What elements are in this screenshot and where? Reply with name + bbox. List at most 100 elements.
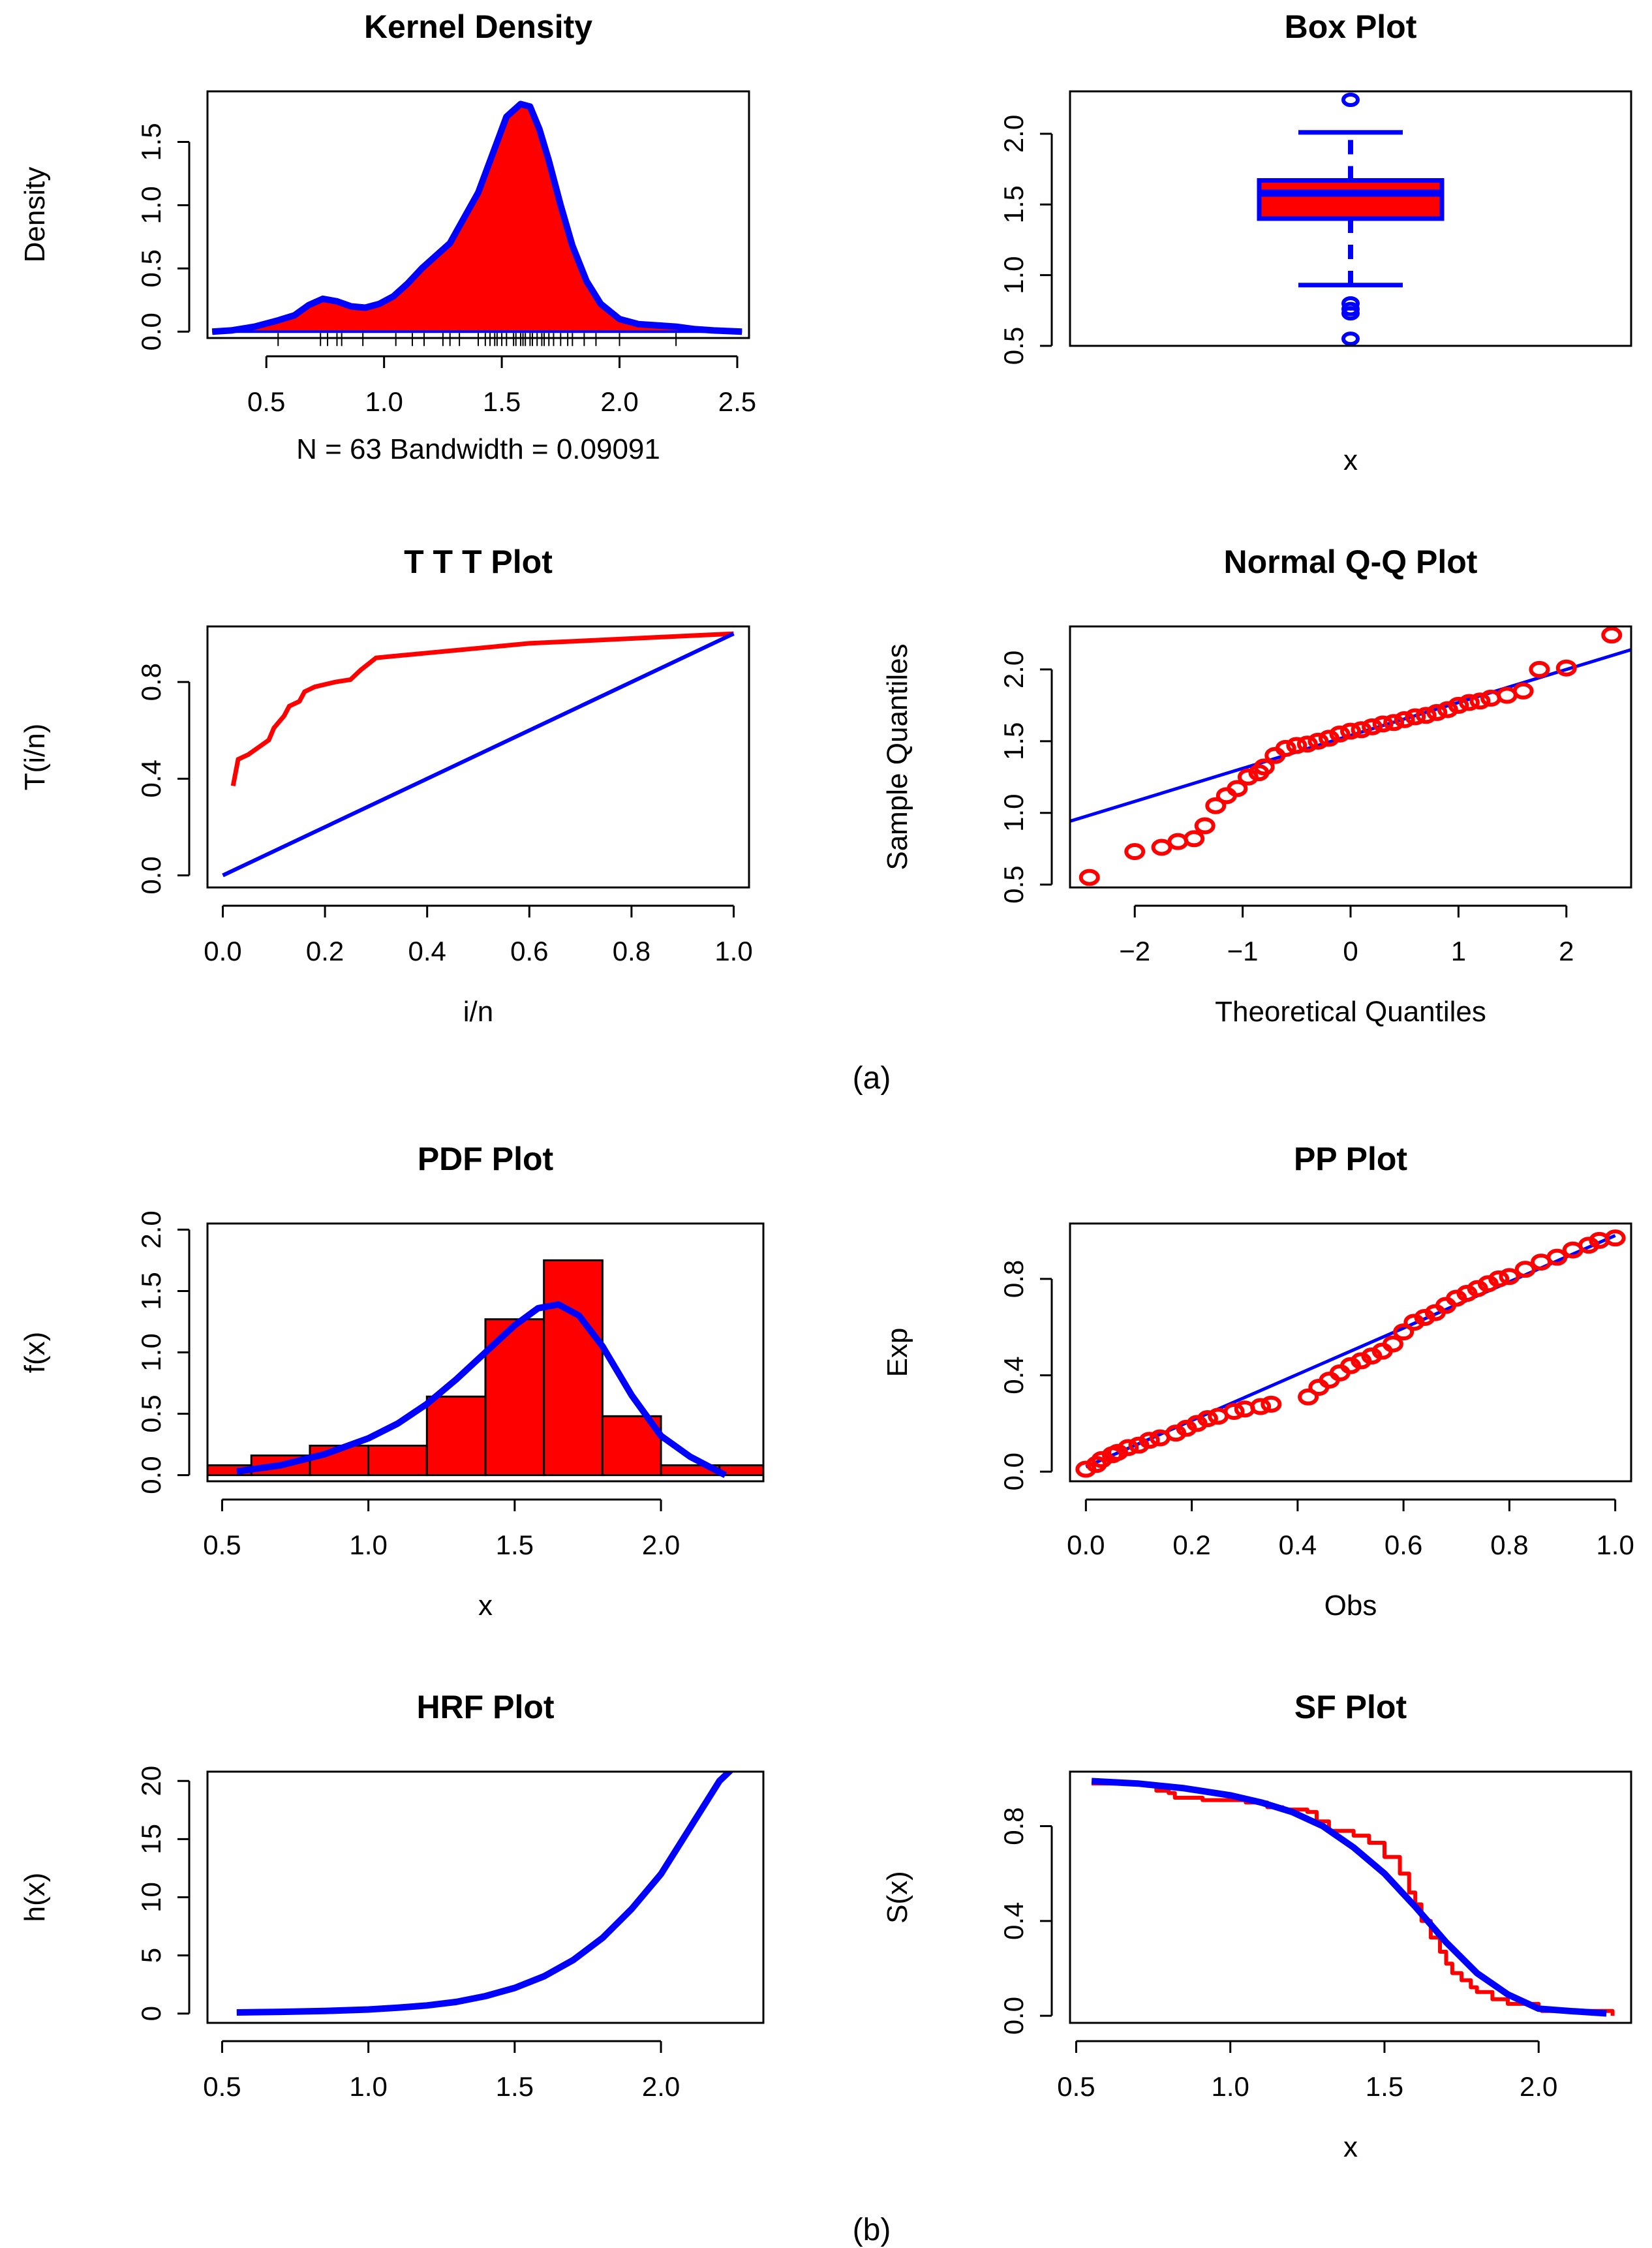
y-tick-label: 1.0 [136, 186, 166, 224]
x-axis-label: Theoretical Quantiles [1215, 996, 1486, 1028]
x-tick-label: 1 [1451, 936, 1466, 966]
y-tick-label: 0.4 [998, 1902, 1029, 1940]
qq-point [1296, 735, 1318, 753]
qq-point [1286, 737, 1308, 754]
empirical-survival-step [1092, 1781, 1615, 2016]
x-tick-label: 1.5 [483, 386, 521, 417]
qq-point [1253, 758, 1275, 776]
caption-b: (b) [853, 2213, 891, 2247]
qq-point [1124, 843, 1146, 861]
outlier-point [1341, 331, 1360, 346]
pp-point [1139, 1432, 1160, 1449]
y-tick-label: 0.5 [998, 327, 1029, 365]
x-tick-label: 0.2 [1172, 1530, 1210, 1560]
y-tick-label: 0.8 [136, 663, 166, 701]
chart-title: PDF Plot [418, 1141, 554, 1177]
pp-point [1223, 1402, 1245, 1420]
pp-point [1118, 1439, 1139, 1456]
qq-point [1458, 694, 1480, 711]
y-tick-label: 1.0 [136, 1333, 166, 1371]
qq-point [1184, 830, 1205, 848]
qq-point [1555, 659, 1577, 677]
qq-point [1340, 722, 1361, 740]
x-tick-label: 0.5 [203, 1530, 241, 1560]
box-iqr [1257, 178, 1445, 221]
chart-panel-box-plot: Box Plot 0.5 1.0 1.5 2.0 x [998, 8, 1632, 476]
y-tick-label: 0.4 [998, 1356, 1029, 1394]
x-axis-label: x [1343, 2131, 1358, 2163]
x-axis-label: x [478, 1590, 493, 1622]
pp-point [1488, 1270, 1510, 1287]
qq-point [1601, 626, 1623, 644]
x-tick-label: 0.5 [247, 386, 285, 417]
plot-frame [206, 90, 750, 339]
y-axis-label: Exp [881, 1328, 913, 1378]
y-tick-label: 0.0 [136, 856, 166, 894]
qq-point [1372, 715, 1394, 733]
plot-frame [1069, 90, 1632, 347]
pp-point [1604, 1229, 1626, 1247]
pp-point [1514, 1261, 1536, 1278]
pp-point [1499, 1268, 1520, 1286]
fitted-survival-curve [1091, 1778, 1607, 2017]
plot-frame [206, 625, 750, 889]
x-axis-label: x [1343, 444, 1358, 476]
caption-a: (a) [853, 1061, 891, 1096]
y-tick-label: 2.0 [998, 115, 1029, 153]
x-tick-label: 2.0 [642, 2071, 680, 2102]
chart-panel-pp-plot: PP Plot 0.0 0.4 0.8 Exp 0.0 0.2 0.4 0.6 0.8 1.0 Obs [881, 1141, 1634, 1622]
y-tick-label: 5 [136, 1948, 166, 1963]
x-tick-label: 0.0 [1067, 1530, 1105, 1560]
qq-point [1512, 682, 1534, 700]
y-tick-label: 1.5 [136, 123, 166, 161]
x-axis-label: i/n [463, 996, 493, 1028]
y-tick-label: 2.0 [998, 651, 1029, 688]
qq-point [1194, 817, 1216, 835]
y-tick-label: 0.8 [998, 1807, 1029, 1845]
chart-panel-hrf-plot: HRF Plot 0 5 10 15 20 h(x) 0.5 1.0 1.5 2.0 [19, 1689, 765, 2102]
plot-frame [1069, 1770, 1632, 2024]
x-tick-label: 0.6 [1384, 1530, 1422, 1560]
y-tick-label: 1.5 [998, 722, 1029, 760]
qq-point [1351, 721, 1372, 739]
qq-point [1415, 707, 1437, 724]
outlier-point [1341, 296, 1360, 311]
histogram-bar [718, 1464, 763, 1477]
qq-point [1426, 703, 1448, 721]
y-tick-label: 0.5 [136, 249, 166, 287]
y-tick-label: 1.0 [998, 256, 1029, 294]
qq-point [1275, 739, 1296, 757]
x-tick-label: 0.5 [1057, 2071, 1095, 2102]
qq-point [1205, 797, 1227, 814]
histogram-bar [425, 1395, 487, 1477]
x-tick-label: 0.4 [1279, 1530, 1317, 1560]
x-tick-label: 0 [1343, 936, 1358, 966]
y-axis-label: Density [19, 167, 51, 263]
chart-title: SF Plot [1294, 1689, 1407, 1725]
plot-frame [1069, 625, 1632, 889]
qq-point [1227, 780, 1248, 797]
x-tick-label: 1.0 [1212, 2071, 1249, 2102]
chart-title: T T T Plot [404, 544, 553, 580]
x-tick-label: 1.5 [496, 1530, 534, 1560]
y-tick-label: 2.0 [136, 1210, 166, 1248]
x-axis-label: N = 63 Bandwidth = 0.09091 [296, 433, 660, 465]
pp-point [1546, 1248, 1568, 1266]
chart-panel-t-t-t-plot: T T T Plot 0.0 0.4 0.8 T(i/n) 0.0 0.2 0.4 0.6 0.8… [19, 544, 753, 1028]
y-tick-label: 1.5 [998, 185, 1029, 223]
x-tick-label: 2.0 [600, 386, 638, 417]
x-tick-label: 2.0 [1520, 2071, 1557, 2102]
density-line [211, 100, 742, 335]
qq-point [1383, 714, 1405, 731]
x-tick-label: −1 [1227, 936, 1259, 966]
x-tick-label: 0.0 [204, 936, 241, 966]
chart-title: HRF Plot [416, 1689, 554, 1725]
plot-frame [206, 1770, 765, 2024]
outlier-point [1341, 93, 1360, 107]
x-tick-label: 0.6 [510, 936, 548, 966]
x-tick-label: 0.8 [613, 936, 650, 966]
x-tick-label: 0.5 [203, 2071, 241, 2102]
x-tick-label: 1.5 [1366, 2071, 1403, 2102]
chart-title: Kernel Density [364, 8, 592, 45]
